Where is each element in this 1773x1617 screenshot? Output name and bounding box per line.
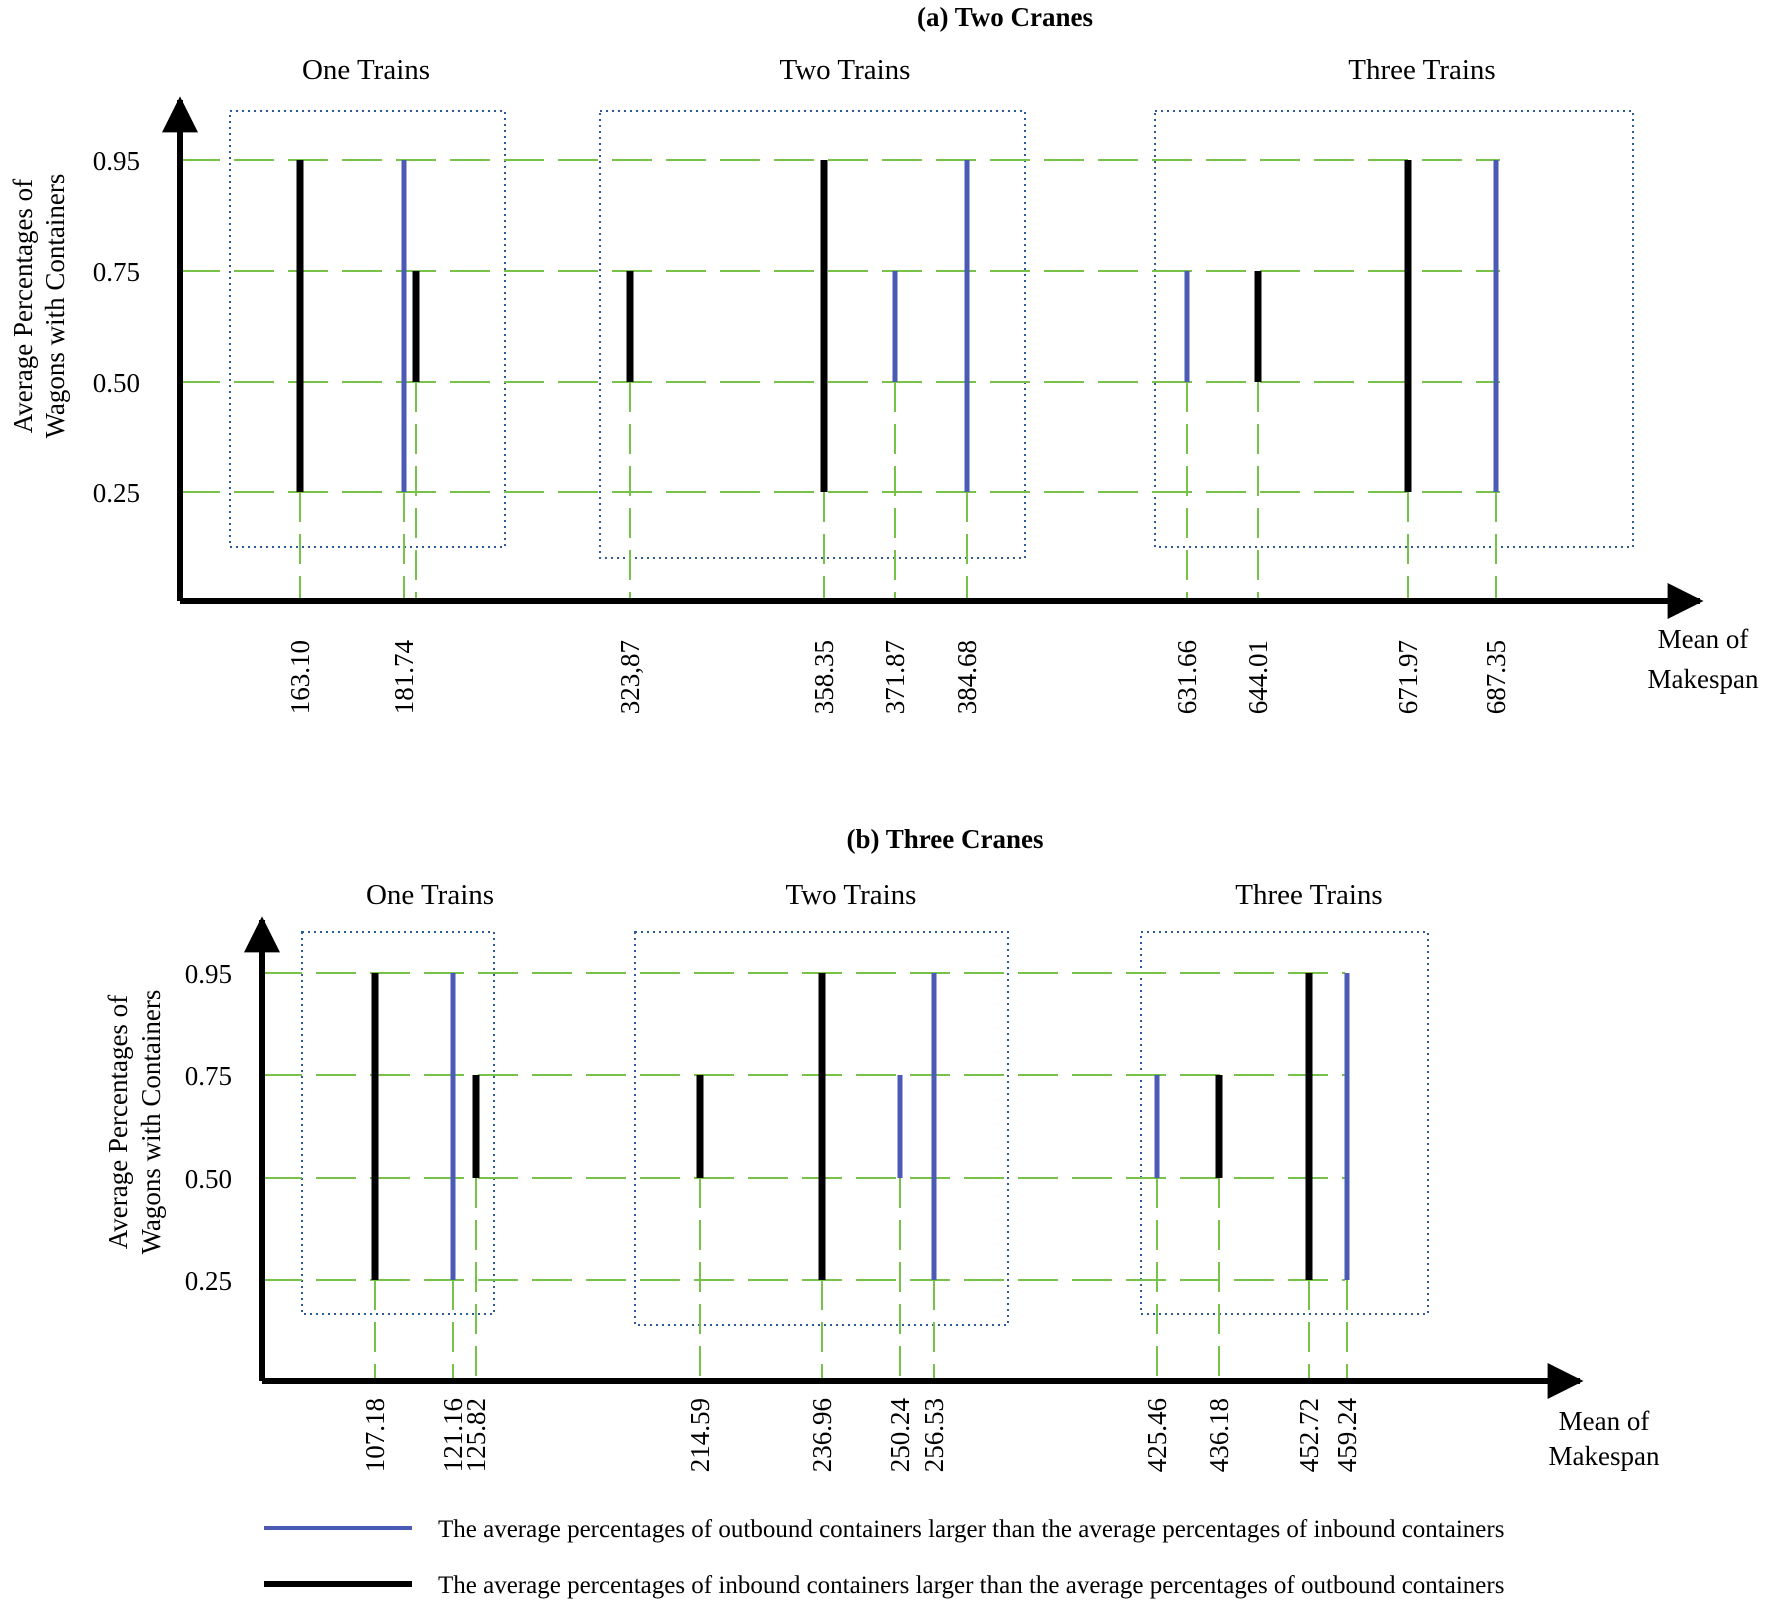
y-axis-title-line2: Wagons with Containers <box>40 174 70 439</box>
x-axis-title-line2: Makespan <box>1549 1441 1660 1471</box>
y-tick-label: 0.50 <box>93 368 140 398</box>
chart-panel-three-cranes: (b) Three Cranes One Trains Two Trains Thre… <box>103 824 1660 1472</box>
x-value-label: 236.96 <box>807 1398 837 1472</box>
y-axis-title-line2: Wagons with Containers <box>136 990 166 1255</box>
group-box <box>301 931 495 1315</box>
legend-inbound-label: The average percentages of inbound conta… <box>438 1572 1504 1599</box>
x-value-label: 687.35 <box>1481 640 1511 714</box>
x-value-label: 121.16 <box>438 1398 468 1472</box>
x-value-label: 452.72 <box>1294 1398 1324 1472</box>
y-axis-title-line1: Average Percentages of <box>8 179 38 433</box>
group-label: Two Trains <box>780 54 911 86</box>
x-value-label: 459.24 <box>1332 1398 1362 1473</box>
group-label: Three Trains <box>1235 879 1382 911</box>
legend: The average percentages of outbound cont… <box>264 1516 1504 1599</box>
x-axis-title-line1: Mean of <box>1559 1406 1650 1436</box>
group-label: One Trains <box>302 54 430 86</box>
y-axis-title-line1: Average Percentages of <box>103 995 133 1249</box>
y-tick-label: 0.75 <box>93 257 140 287</box>
y-tick-label: 0.25 <box>185 1266 232 1296</box>
y-tick-label: 0.95 <box>185 959 232 989</box>
x-axis-title-line1: Mean of <box>1658 624 1749 654</box>
group-box <box>1154 110 1634 548</box>
chart-title: (a) Two Cranes <box>917 2 1093 32</box>
group-box <box>634 931 1009 1326</box>
x-value-label: 671.97 <box>1393 640 1423 714</box>
x-value-label: 631.66 <box>1172 640 1202 714</box>
chart-title: (b) Three Cranes <box>847 824 1044 854</box>
legend-outbound-label: The average percentages of outbound cont… <box>438 1516 1504 1543</box>
x-value-label: 250.24 <box>885 1398 915 1473</box>
x-value-label: 425.46 <box>1142 1398 1172 1472</box>
x-value-label: 358.35 <box>809 640 839 714</box>
group-box <box>1140 931 1429 1315</box>
x-value-label: 436.18 <box>1204 1398 1234 1472</box>
group-label: Three Trains <box>1348 54 1495 86</box>
x-value-label: 214.59 <box>685 1398 715 1472</box>
group-label: Two Trains <box>786 879 917 911</box>
x-value-label: 163.10 <box>285 640 315 714</box>
x-value-label: 323,87 <box>615 640 645 714</box>
x-value-label: 125.82 <box>461 1398 491 1472</box>
x-value-label: 371.87 <box>880 640 910 714</box>
x-axis-title-line2: Makespan <box>1648 664 1759 694</box>
y-tick-label: 0.50 <box>185 1164 232 1194</box>
group-label: One Trains <box>366 879 494 911</box>
group-box <box>599 110 1026 559</box>
y-tick-label: 0.95 <box>93 146 140 176</box>
x-value-label: 384.68 <box>952 640 982 714</box>
x-value-label: 256.53 <box>919 1398 949 1472</box>
x-value-label: 181.74 <box>389 640 419 715</box>
y-tick-label: 0.25 <box>93 478 140 508</box>
chart-panel-two-cranes: (a) Two Cranes One Trains Two Trains Three … <box>8 2 1759 714</box>
y-tick-label: 0.75 <box>185 1061 232 1091</box>
x-value-label: 644.01 <box>1243 640 1273 714</box>
group-box <box>229 110 506 548</box>
x-value-label: 107.18 <box>360 1398 390 1472</box>
